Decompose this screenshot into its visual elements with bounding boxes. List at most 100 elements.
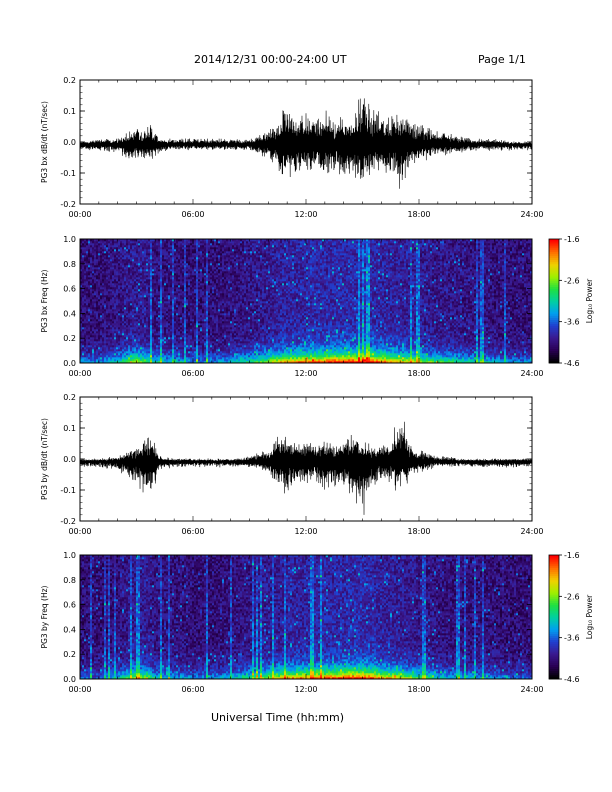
- spectrogram-cell: [92, 283, 95, 286]
- spectrogram-cell: [204, 355, 207, 358]
- spectrogram-cell: [92, 273, 95, 276]
- spectrogram-cell: [120, 359, 123, 362]
- spectrogram-cell: [170, 325, 173, 328]
- spectrogram-cell: [108, 249, 111, 252]
- spectrogram-cell: [174, 273, 177, 276]
- spectrogram-cell: [218, 359, 221, 362]
- spectrogram-cell: [114, 343, 117, 346]
- spectrogram-cell: [132, 327, 135, 330]
- spectrogram-cell: [152, 249, 155, 252]
- spectrogram-cell: [222, 327, 225, 330]
- spectrogram-cell: [122, 243, 125, 246]
- spectrogram-cell: [84, 321, 87, 324]
- spectrogram-cell: [164, 327, 167, 330]
- spectrogram-cell: [200, 299, 203, 302]
- spectrogram-cell: [216, 359, 219, 362]
- spectrogram-cell: [138, 295, 141, 298]
- spectrogram-cell: [148, 245, 151, 248]
- spectrogram-cell: [236, 343, 239, 346]
- spectrogram-cell: [156, 291, 159, 294]
- spectrogram-cell: [228, 321, 231, 324]
- spectrogram-cell: [114, 281, 117, 284]
- spectrogram-cell: [234, 297, 237, 300]
- spectrogram-cell: [118, 243, 121, 246]
- spectrogram-cell: [126, 311, 129, 314]
- spectrogram-cell: [140, 261, 143, 264]
- spectrogram-cell: [144, 267, 147, 270]
- spectrogram-cell: [108, 279, 111, 282]
- spectrogram-cell: [124, 353, 127, 356]
- spectrogram-cell: [170, 335, 173, 338]
- spectrogram-cell: [128, 311, 131, 314]
- spectrogram-cell: [156, 279, 159, 282]
- spectrogram-cell: [94, 301, 97, 304]
- spectrogram-cell: [82, 255, 85, 258]
- spectrogram-cell: [210, 261, 213, 264]
- spectrogram-cell: [128, 247, 131, 250]
- spectrogram-cell: [228, 327, 231, 330]
- spectrogram-cell: [136, 297, 139, 300]
- spectrogram-cell: [174, 317, 177, 320]
- spectrogram-cell: [164, 265, 167, 268]
- spectrogram-cell: [118, 277, 121, 280]
- spectrogram-cell: [224, 359, 227, 362]
- spectrogram-cell: [134, 351, 137, 354]
- spectrogram-cell: [134, 263, 137, 266]
- spectrogram-cell: [170, 353, 173, 356]
- spectrogram-cell: [174, 359, 177, 362]
- spectrogram-cell: [232, 339, 235, 342]
- spectrogram-cell: [138, 325, 141, 328]
- spectrogram-cell: [142, 261, 145, 264]
- spectrogram-cell: [110, 301, 113, 304]
- spectrogram-cell: [234, 291, 237, 294]
- spectrogram-cell: [172, 269, 175, 272]
- spectrogram-cell: [96, 315, 99, 318]
- spectrogram-cell: [160, 315, 163, 318]
- spectrogram-cell: [156, 355, 159, 358]
- spectrogram-cell: [118, 315, 121, 318]
- spectrogram-cell: [126, 319, 129, 322]
- spectrogram-cell: [168, 257, 171, 260]
- spectrogram-cell: [90, 313, 93, 316]
- spectrogram-cell: [112, 331, 115, 334]
- spectrogram-cell: [212, 271, 215, 274]
- spectrogram-cell: [196, 323, 199, 326]
- spectrogram-cell: [104, 325, 107, 328]
- spectrogram-cell: [190, 247, 193, 250]
- spectrogram-cell: [130, 353, 133, 356]
- spectrogram-cell: [222, 303, 225, 306]
- spectrogram-cell: [92, 253, 95, 256]
- spectrogram-cell: [192, 321, 195, 324]
- spectrogram-cell: [88, 259, 91, 262]
- spectrogram-cell: [194, 313, 197, 316]
- spectrogram-cell: [134, 315, 137, 318]
- spectrogram-cell: [190, 331, 193, 334]
- spectrogram-cell: [214, 323, 217, 326]
- spectrogram-cell: [162, 329, 165, 332]
- spectrogram-cell: [80, 345, 83, 348]
- spectrogram-cell: [134, 265, 137, 268]
- spectrogram-cell: [216, 285, 219, 288]
- spectrogram-cell: [120, 243, 123, 246]
- spectrogram-cell: [96, 285, 99, 288]
- spectrogram-cell: [164, 313, 167, 316]
- spectrogram-cell: [190, 309, 193, 312]
- spectrogram-cell: [176, 283, 179, 286]
- spectrogram-cell: [184, 303, 187, 306]
- spectrogram-cell: [140, 255, 143, 258]
- spectrogram-cell: [164, 293, 167, 296]
- spectrogram-cell: [178, 357, 181, 360]
- spectrogram-cell: [134, 327, 137, 330]
- spectrogram-cell: [142, 345, 145, 348]
- spectrogram-cell: [140, 357, 143, 360]
- spectrogram-cell: [158, 275, 161, 278]
- spectrogram-cell: [204, 265, 207, 268]
- spectrogram-cell: [234, 359, 237, 362]
- spectrogram-cell: [112, 329, 115, 332]
- spectrogram-cell: [192, 333, 195, 336]
- spectrogram-cell: [154, 305, 157, 308]
- spectrogram-cell: [166, 281, 169, 284]
- spectrogram-cell: [234, 335, 237, 338]
- spectrogram-cell: [138, 309, 141, 312]
- spectrogram-cell: [128, 287, 131, 290]
